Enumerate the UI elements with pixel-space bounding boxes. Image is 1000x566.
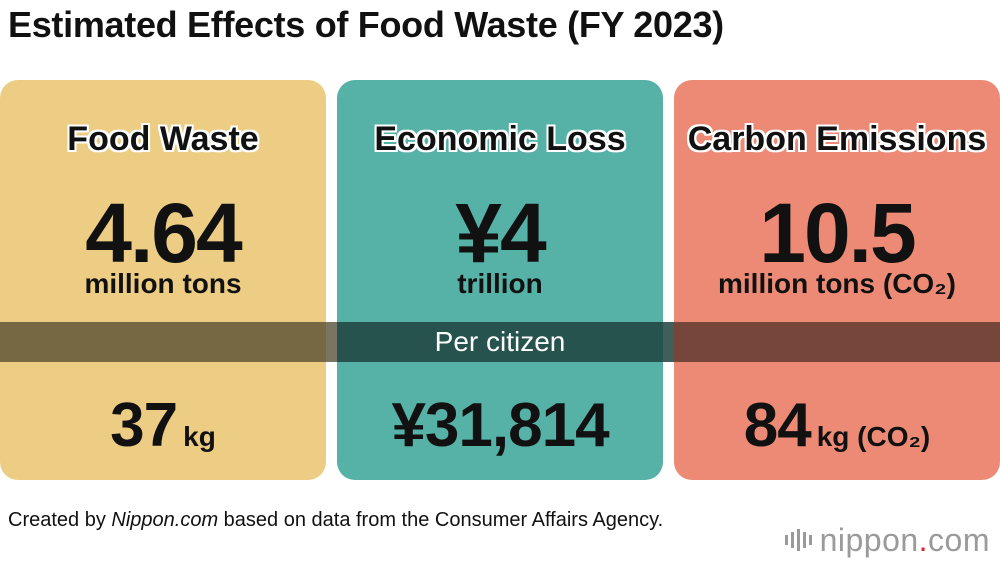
band-segment bbox=[0, 322, 337, 362]
per-citizen-unit: kg bbox=[183, 421, 216, 452]
credit-source-name: Nippon.com bbox=[111, 509, 219, 531]
panel-economic-loss: Economic Loss ¥4 trillion ¥31,814 bbox=[337, 80, 663, 480]
source-credit: Created by Nippon.com based on data from… bbox=[8, 507, 728, 534]
per-citizen-value: 84 kg (CO₂) bbox=[674, 390, 1000, 461]
band-segment bbox=[337, 322, 674, 362]
per-citizen-number: 84 bbox=[743, 391, 812, 460]
panel-label: Carbon Emissions bbox=[687, 120, 987, 158]
per-citizen-number: 37 bbox=[110, 391, 178, 460]
panel-unit: trillion bbox=[457, 268, 543, 299]
per-citizen-value: ¥31,814 bbox=[337, 390, 663, 461]
panel-value: 10.5 bbox=[759, 186, 917, 280]
panel-value: ¥4 bbox=[455, 186, 546, 280]
per-citizen-unit: kg (CO₂) bbox=[816, 421, 931, 452]
panel-value: 4.64 bbox=[85, 186, 243, 280]
per-citizen-number: ¥31,814 bbox=[391, 391, 609, 460]
credit-prefix: Created by bbox=[8, 509, 112, 531]
page-title: Estimated Effects of Food Waste (FY 2023… bbox=[8, 4, 724, 45]
per-citizen-band bbox=[0, 322, 1000, 362]
panel-unit: million tons bbox=[84, 268, 242, 299]
band-segment bbox=[674, 322, 1000, 362]
per-citizen-value: 37 kg bbox=[0, 390, 326, 461]
logo-wordmark: nippon.com bbox=[819, 521, 990, 558]
per-citizen-label: Per citizen bbox=[434, 326, 566, 357]
panel-food-waste: Food Waste 4.64 million tons 37 kg bbox=[0, 80, 326, 480]
panel-unit: million tons (CO₂) bbox=[718, 268, 956, 299]
panel-label: Economic Loss bbox=[374, 120, 626, 158]
panel-carbon-emissions: Carbon Emissions 10.5 million tons (CO₂)… bbox=[674, 80, 1000, 480]
logo-bars-icon bbox=[784, 529, 812, 551]
nippon-logo: nippon.com bbox=[784, 521, 990, 558]
credit-suffix: based on data from the Consumer Affairs … bbox=[218, 509, 664, 531]
panel-label: Food Waste bbox=[67, 120, 259, 158]
